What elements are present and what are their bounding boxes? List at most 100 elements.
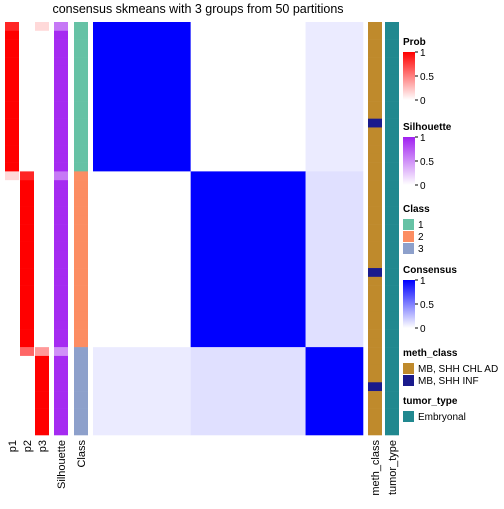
- legend-swatch: [403, 375, 414, 386]
- p3-cell: [35, 241, 49, 251]
- class-cell: [74, 259, 88, 269]
- p3-cell: [35, 118, 49, 128]
- p2-cell: [20, 118, 34, 128]
- tumor-type-cell: [385, 408, 399, 418]
- p3-cell: [35, 65, 49, 76]
- tumor-type-cell: [385, 180, 399, 190]
- p3-cell: [35, 232, 49, 242]
- p3-cell: [35, 259, 49, 269]
- meth-class-cell: [368, 206, 382, 216]
- p1-cell: [5, 320, 19, 330]
- silhouette-cell: [54, 197, 68, 207]
- p3-cell: [35, 127, 49, 137]
- p3-cell: [35, 329, 49, 339]
- p3-cell: [35, 382, 49, 392]
- p1-cell: [5, 408, 19, 418]
- p2-cell: [20, 57, 34, 67]
- p3-cell: [35, 373, 49, 383]
- meth-class-cell: [368, 145, 382, 155]
- class-cell: [74, 188, 88, 199]
- p2-cell: [20, 426, 34, 436]
- p3-cell: [35, 145, 49, 155]
- legend-title: tumor_type: [403, 396, 458, 407]
- p2-cell: [20, 162, 34, 172]
- silhouette-cell: [54, 188, 68, 199]
- legend-tick-label: 1: [420, 48, 426, 59]
- class-cell: [74, 426, 88, 436]
- meth-class-cell: [368, 92, 382, 102]
- silhouette-cell: [54, 373, 68, 383]
- p1-cell: [5, 268, 19, 278]
- p1-cell: [5, 417, 19, 427]
- meth-class-cell: [368, 22, 382, 32]
- tumor-type-cell: [385, 294, 399, 304]
- class-cell: [74, 101, 88, 111]
- silhouette-cell: [54, 101, 68, 111]
- p1-cell: [5, 153, 19, 163]
- p1-cell: [5, 48, 19, 58]
- class-cell: [74, 417, 88, 427]
- p1-cell: [5, 22, 19, 32]
- p3-cell: [35, 311, 49, 322]
- tumor-type-cell: [385, 382, 399, 392]
- legend-swatch: [403, 231, 414, 242]
- column-label: meth_class: [370, 440, 382, 496]
- consensus-block: [305, 22, 364, 172]
- tumor-type-cell: [385, 355, 399, 366]
- p2-cell: [20, 232, 34, 242]
- legend-tick-label: 0: [420, 181, 426, 192]
- p3-cell: [35, 364, 49, 374]
- class-cell: [74, 74, 88, 84]
- p2-cell: [20, 364, 34, 374]
- silhouette-cell: [54, 153, 68, 163]
- legend-swatch: [403, 219, 414, 230]
- silhouette-cell: [54, 48, 68, 58]
- p1-cell: [5, 83, 19, 93]
- class-cell: [74, 285, 88, 295]
- tumor-type-cell: [385, 320, 399, 330]
- tumor-type-cell: [385, 101, 399, 111]
- class-cell: [74, 136, 88, 146]
- meth-class-cell: [368, 30, 382, 40]
- p3-cell: [35, 197, 49, 207]
- p1-cell: [5, 232, 19, 242]
- silhouette-cell: [54, 268, 68, 278]
- tumor-type-cell: [385, 153, 399, 163]
- tumor-type-cell: [385, 162, 399, 172]
- tumor-type-cell: [385, 250, 399, 260]
- class-cell: [74, 224, 88, 234]
- tumor-type-cell: [385, 259, 399, 269]
- p2-cell: [20, 136, 34, 146]
- meth-class-cell: [368, 294, 382, 304]
- p1-cell: [5, 101, 19, 111]
- tumor-type-cell: [385, 118, 399, 128]
- p3-cell: [35, 153, 49, 163]
- p2-cell: [20, 127, 34, 137]
- legend-gradient: [403, 280, 415, 328]
- tumor-type-cell: [385, 145, 399, 155]
- p2-cell: [20, 215, 34, 225]
- consensus-block: [93, 347, 191, 436]
- tumor-type-cell: [385, 83, 399, 93]
- p2-cell: [20, 39, 34, 49]
- silhouette-cell: [54, 57, 68, 67]
- p1-cell: [5, 241, 19, 251]
- meth-class-cell: [368, 127, 382, 137]
- p1-cell: [5, 145, 19, 155]
- class-cell: [74, 30, 88, 40]
- p2-cell: [20, 320, 34, 330]
- p2-cell: [20, 109, 34, 119]
- p3-cell: [35, 206, 49, 216]
- meth-class-cell: [368, 153, 382, 163]
- meth-class-cell: [368, 188, 382, 199]
- p1-cell: [5, 224, 19, 234]
- tumor-type-cell: [385, 171, 399, 181]
- tumor-type-cell: [385, 65, 399, 76]
- legend-gradient: [403, 137, 415, 185]
- legend-title: Class: [403, 204, 430, 215]
- p1-cell: [5, 65, 19, 76]
- class-cell: [74, 39, 88, 49]
- class-cell: [74, 171, 88, 181]
- p1-cell: [5, 426, 19, 436]
- class-cell: [74, 145, 88, 155]
